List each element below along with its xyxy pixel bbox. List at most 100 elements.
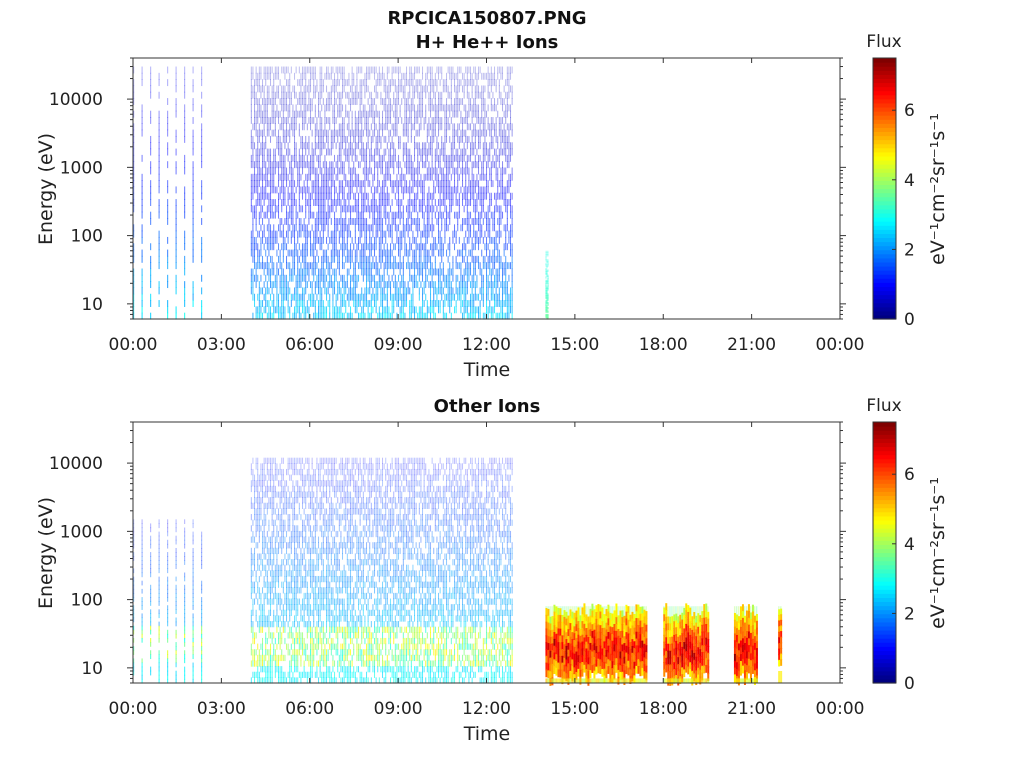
- x-tick-label: 21:00: [727, 335, 776, 355]
- colorbar-swatch: [873, 499, 896, 505]
- colorbar-swatch: [873, 479, 896, 484]
- colorbar-swatch: [873, 123, 896, 128]
- colorbar-swatch: [873, 135, 896, 141]
- panel-top-colorbar: 0 2 4 6: [872, 57, 915, 330]
- colorbar-swatch: [873, 585, 896, 590]
- colorbar-swatch: [873, 90, 896, 96]
- colorbar-swatch: [873, 528, 896, 533]
- colorbar-swatch: [873, 422, 896, 427]
- colorbar-swatch: [873, 658, 896, 664]
- x-tick-label: 03:00: [197, 699, 246, 719]
- colorbar-swatch: [873, 212, 896, 218]
- colorbar-swatch: [873, 646, 896, 651]
- spectrogram-segment: [545, 603, 648, 686]
- colorbar-swatch: [873, 650, 896, 656]
- colorbar-swatch: [873, 106, 896, 112]
- colorbar-swatch: [873, 581, 896, 586]
- colorbar-swatch: [873, 62, 896, 67]
- colorbar-swatch: [873, 184, 896, 190]
- colorbar-swatch: [873, 503, 896, 509]
- colorbar-tick-label: 2: [904, 604, 915, 624]
- colorbar-swatch: [873, 98, 896, 104]
- colorbar-swatch: [873, 147, 896, 153]
- x-tick-label: 06:00: [285, 335, 334, 355]
- colorbar-swatch: [873, 519, 896, 525]
- colorbar-swatch: [873, 589, 896, 594]
- colorbar-swatch: [873, 576, 896, 582]
- panel-bottom-colorbar-label: Flux: [866, 396, 901, 416]
- colorbar-swatch: [873, 613, 896, 619]
- colorbar-swatch: [873, 568, 896, 574]
- y-tick-label: 1000: [60, 158, 103, 178]
- colorbar-swatch: [873, 66, 896, 71]
- colorbar-swatch: [873, 139, 896, 145]
- colorbar-swatch: [873, 176, 896, 181]
- y-tick-label: 10: [81, 295, 103, 315]
- colorbar-swatch: [873, 274, 896, 279]
- colorbar-swatch: [873, 164, 896, 169]
- colorbar-swatch: [873, 475, 896, 480]
- colorbar-swatch: [873, 487, 896, 492]
- x-tick-label: 00:00: [109, 335, 158, 355]
- colorbar-swatch: [873, 458, 896, 464]
- x-tick-label: 09:00: [374, 335, 423, 355]
- colorbar-tick-label: 2: [904, 240, 915, 260]
- panel-bottom-xlabel: Time: [463, 723, 511, 745]
- x-tick-label: 00:00: [816, 699, 865, 719]
- colorbar-swatch: [873, 470, 896, 476]
- y-tick-label: 100: [71, 591, 103, 611]
- x-tick-label: 06:00: [285, 699, 334, 719]
- colorbar-swatch: [873, 237, 896, 243]
- colorbar-swatch: [873, 548, 896, 554]
- colorbar-swatch: [873, 466, 896, 472]
- colorbar-swatch: [873, 249, 896, 255]
- colorbar-swatch: [873, 82, 896, 88]
- colorbar-swatch: [873, 511, 896, 517]
- colorbar-swatch: [873, 168, 896, 173]
- colorbar-swatch: [873, 442, 896, 448]
- colorbar-swatch: [873, 270, 896, 275]
- colorbar-swatch: [873, 282, 896, 287]
- x-tick-label: 15:00: [550, 335, 599, 355]
- colorbar-swatch: [873, 662, 896, 668]
- colorbar-swatch: [873, 221, 896, 226]
- figure-title: RPCICA150807.PNG: [387, 8, 586, 29]
- colorbar-swatch: [873, 310, 896, 316]
- colorbar-swatch: [873, 642, 896, 647]
- panel-bottom-colorbar-units: eV⁻¹cm⁻²sr⁻¹s⁻¹: [927, 477, 949, 629]
- colorbar-swatch: [873, 450, 896, 456]
- colorbar-swatch: [873, 556, 896, 562]
- colorbar-swatch: [873, 552, 896, 558]
- panel-top-xlabel: Time: [463, 359, 511, 381]
- colorbar-swatch: [873, 609, 896, 615]
- x-tick-label: 18:00: [639, 699, 688, 719]
- colorbar-swatch: [873, 515, 896, 521]
- colorbar-swatch: [873, 159, 896, 165]
- panel-bottom: Other Ions 00:00 03:00 06:00 09:00 12:00 15:0…: [35, 396, 949, 745]
- colorbar-swatch: [873, 483, 896, 488]
- colorbar-swatch: [873, 625, 896, 631]
- panel-top-spectrogram: [133, 66, 549, 320]
- panel-top-colorbar-label: Flux: [866, 32, 901, 52]
- colorbar-swatch: [873, 617, 896, 623]
- x-tick-label: 18:00: [639, 335, 688, 355]
- colorbar-swatch: [873, 629, 896, 635]
- colorbar-swatch: [873, 192, 896, 198]
- colorbar-swatch: [873, 302, 896, 308]
- colorbar-swatch: [873, 253, 896, 259]
- x-tick-label: 00:00: [816, 335, 865, 355]
- colorbar-swatch: [873, 74, 896, 79]
- colorbar-tick-label: 6: [904, 101, 915, 121]
- colorbar-swatch: [873, 225, 896, 230]
- panel-bottom-colorbar: 0 2 4 6: [872, 421, 915, 694]
- x-tick-label: 03:00: [197, 335, 246, 355]
- panel-top-ylabel: Energy (eV): [35, 133, 57, 245]
- colorbar-swatch: [873, 233, 896, 239]
- colorbar-swatch: [873, 306, 896, 312]
- x-tick-label: 00:00: [109, 699, 158, 719]
- colorbar-tick-label: 4: [904, 535, 915, 555]
- colorbar-swatch: [873, 290, 896, 296]
- panel-top: H+ He++ Ions 00:00 03:00 06:00 09:00 12:00 15…: [35, 32, 949, 381]
- colorbar-swatch: [873, 462, 896, 468]
